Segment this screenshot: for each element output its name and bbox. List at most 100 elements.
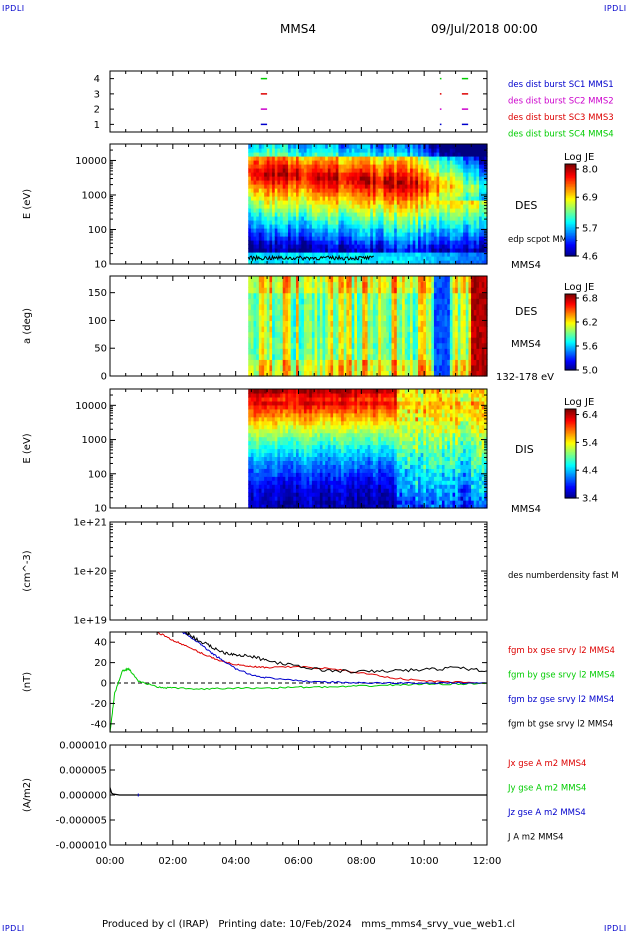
des_energy-heatmap-cell — [288, 168, 292, 173]
des_energy-heatmap-cell — [311, 228, 316, 233]
des_energy-heatmap-cell — [362, 152, 366, 157]
des_pitch-heatmap-cell — [293, 359, 297, 366]
des_pitch-heatmap-cell — [463, 303, 467, 310]
dis_energy-heatmap-cell — [269, 436, 273, 442]
des_energy-heatmap-cell — [452, 148, 456, 153]
des_energy-heatmap-cell — [460, 208, 464, 213]
des_energy-heatmap-cell — [317, 188, 321, 193]
des_energy-heatmap-cell — [457, 168, 462, 173]
des_energy-heatmap-cell — [378, 172, 382, 177]
des_energy-heatmap-cell — [325, 180, 329, 185]
des_energy-heatmap-cell — [380, 216, 385, 221]
des_energy-heatmap-cell — [343, 232, 347, 237]
des-energy-colorbar-cell — [565, 242, 576, 245]
des_energy-heatmap-cell — [306, 164, 310, 169]
des_energy-heatmap-cell — [261, 192, 265, 197]
des_energy-heatmap-cell — [256, 188, 260, 193]
des_energy-heatmap-cell — [341, 200, 345, 205]
des_energy-heatmap-cell — [418, 228, 422, 233]
dis_energy-heatmap-cell — [248, 432, 252, 438]
des_pitch-heatmap-cell — [399, 337, 403, 344]
des_energy-heatmap-cell — [303, 224, 308, 229]
des_pitch-heatmap-cell — [346, 314, 350, 322]
dis_energy-heatmap-cell — [264, 500, 268, 505]
des_energy-heatmap-cell — [341, 168, 345, 173]
des_energy-heatmap-cell — [394, 232, 398, 237]
des_energy-heatmap-cell — [253, 160, 257, 165]
des_energy-heatmap-cell — [380, 208, 385, 213]
des_energy-heatmap-cell — [311, 216, 316, 221]
des_pitch-heatmap-cell — [439, 276, 443, 283]
des_energy-heatmap-cell — [423, 152, 427, 157]
des_energy-heatmap-cell — [481, 216, 485, 221]
des-energy-colorbar-cell — [565, 197, 576, 200]
des_energy-heatmap-cell — [330, 212, 334, 217]
des_energy-heatmap-cell — [431, 252, 435, 257]
des_pitch-heatmap-cell — [428, 370, 432, 377]
dis_energy-heatmap-cell — [253, 408, 257, 414]
des_energy-heatmap-cell — [256, 152, 260, 157]
des_pitch-heatmap-cell — [404, 314, 409, 322]
des_energy-heatmap-cell — [433, 244, 438, 249]
des_energy-heatmap-cell — [439, 212, 443, 217]
des_energy-heatmap-cell — [370, 148, 374, 153]
des_energy-heatmap-cell — [298, 160, 302, 165]
des_pitch-heatmap-cell — [298, 359, 302, 366]
des_pitch-heatmap-cell — [314, 337, 318, 344]
des_energy-heatmap-cell — [325, 232, 329, 237]
des_pitch-heatmap-cell — [391, 342, 395, 349]
des_energy-heatmap-cell — [418, 144, 422, 149]
des_pitch-heatmap-cell — [386, 359, 390, 366]
des_energy-heatmap-cell — [362, 168, 366, 173]
des_pitch-heatmap-cell — [264, 287, 268, 294]
des_energy-heatmap-cell — [468, 196, 472, 201]
des_pitch-heatmap-cell — [301, 281, 305, 288]
des_pitch-heatmap-cell — [402, 337, 406, 344]
des_energy-heatmap-cell — [375, 160, 379, 165]
des_energy-heatmap-cell — [380, 176, 385, 181]
des_energy-heatmap-cell — [463, 260, 467, 265]
des_energy-heatmap-cell — [476, 212, 480, 217]
des_energy-heatmap-cell — [362, 160, 366, 165]
des_energy-heatmap-cell — [449, 248, 454, 253]
des_energy-heatmap-cell — [346, 240, 350, 245]
des_energy-heatmap-cell — [335, 180, 340, 185]
des_energy-heatmap-cell — [378, 240, 382, 245]
des_pitch-heatmap-cell — [394, 364, 398, 372]
des_pitch-heatmap-cell — [460, 370, 464, 377]
des_pitch-heatmap-cell — [261, 326, 265, 333]
dis_energy-heatmap-cell — [258, 416, 263, 422]
des_pitch-heatmap-cell — [272, 331, 276, 338]
des_energy-heatmap-cell — [423, 180, 427, 185]
des_pitch-heatmap-cell — [274, 292, 279, 299]
des-energy-colorbar-title: Log JE — [564, 152, 594, 163]
des_energy-heatmap-cell — [425, 156, 430, 161]
des_pitch-heatmap-cell — [290, 331, 294, 338]
des_energy-heatmap-cell — [359, 228, 363, 233]
des_energy-heatmap-cell — [295, 192, 300, 197]
des_energy-heatmap-cell — [452, 184, 456, 189]
des_pitch-heatmap-cell — [455, 326, 459, 333]
des_energy-heatmap-cell — [288, 248, 292, 253]
des_energy-heatmap-cell — [412, 232, 416, 237]
des_energy-heatmap-cell — [372, 244, 377, 249]
des_pitch-heatmap-cell — [428, 287, 432, 294]
des_energy-heatmap-cell — [468, 244, 472, 249]
des_pitch-heatmap-cell — [290, 342, 294, 349]
dis_energy-heatmap-cell — [253, 460, 257, 465]
des_pitch-heatmap-cell — [256, 292, 260, 299]
des_energy-heatmap-cell — [412, 220, 416, 225]
des_energy-heatmap-cell — [346, 248, 350, 253]
des_energy-heatmap-cell — [399, 208, 403, 213]
des_energy-heatmap-cell — [436, 152, 440, 157]
des_pitch-heatmap-cell — [301, 353, 305, 360]
des_energy-heatmap-cell — [349, 228, 353, 233]
des-energy-colorbar-cell — [565, 164, 576, 167]
des_pitch-heatmap-cell — [412, 342, 416, 349]
des_energy-heatmap-cell — [479, 240, 483, 245]
des_pitch-heatmap-cell — [248, 276, 252, 283]
des_pitch-heatmap-cell — [391, 359, 395, 366]
des-pitch-colorbar-label: 6.8 — [582, 294, 598, 305]
dis_energy-heatmap-cell — [264, 404, 268, 410]
des_energy-heatmap-cell — [314, 164, 318, 169]
